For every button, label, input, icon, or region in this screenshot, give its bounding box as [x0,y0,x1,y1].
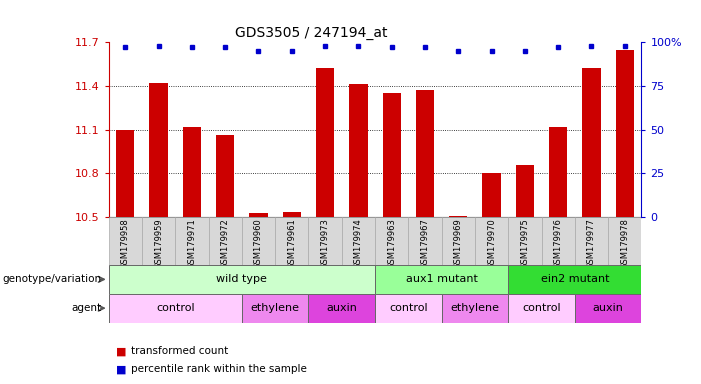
Bar [216,136,234,217]
Text: GSM179963: GSM179963 [387,218,396,269]
Bar [608,217,641,265]
Bar [516,165,534,217]
Text: GSM179975: GSM179975 [520,218,529,269]
Bar [142,217,175,265]
Bar [275,217,308,265]
Bar [375,217,409,265]
Bar [575,294,641,323]
Bar [308,294,375,323]
Bar [475,217,508,265]
Bar [149,83,168,217]
Text: GSM179973: GSM179973 [320,218,329,269]
Text: GSM179959: GSM179959 [154,218,163,269]
Text: ethylene: ethylene [451,303,499,313]
Bar [508,265,641,294]
Bar [508,294,575,323]
Bar [116,130,135,217]
Text: GSM179974: GSM179974 [354,218,363,269]
Text: ein2 mutant: ein2 mutant [540,274,609,285]
Bar [242,217,275,265]
Text: GSM179971: GSM179971 [187,218,196,269]
Text: percentile rank within the sample: percentile rank within the sample [131,364,307,374]
Bar [242,294,308,323]
Bar [542,217,575,265]
Text: aux1 mutant: aux1 mutant [406,274,477,285]
Text: auxin: auxin [326,303,358,313]
Bar [349,84,367,217]
Bar [209,217,242,265]
Bar [342,217,375,265]
Text: wild type: wild type [217,274,267,285]
Text: GSM179978: GSM179978 [620,218,629,269]
Bar [109,265,375,294]
Bar [383,93,401,217]
Text: GSM179958: GSM179958 [121,218,130,269]
Bar [283,212,301,217]
Bar [583,68,601,217]
Bar [375,294,442,323]
Text: GSM179972: GSM179972 [221,218,230,269]
Text: GSM179969: GSM179969 [454,218,463,269]
Text: ■: ■ [116,346,126,356]
Text: genotype/variation: genotype/variation [3,274,102,285]
Bar [250,213,268,217]
Text: ■: ■ [116,364,126,374]
Bar [449,216,468,217]
Text: auxin: auxin [592,303,624,313]
Bar [442,294,508,323]
Text: GSM179976: GSM179976 [554,218,563,269]
Bar [375,265,508,294]
Text: control: control [389,303,428,313]
Bar [409,217,442,265]
Text: control: control [522,303,561,313]
Text: GSM179967: GSM179967 [421,218,430,269]
Bar [442,217,475,265]
Text: control: control [156,303,195,313]
Bar [316,68,334,217]
Bar [549,127,567,217]
Bar [109,217,142,265]
Bar [575,217,608,265]
Text: GSM179977: GSM179977 [587,218,596,269]
Title: GDS3505 / 247194_at: GDS3505 / 247194_at [235,26,388,40]
Bar [615,50,634,217]
Text: GSM179960: GSM179960 [254,218,263,269]
Bar [308,217,342,265]
Text: ethylene: ethylene [251,303,299,313]
Text: agent: agent [72,303,102,313]
Text: transformed count: transformed count [131,346,229,356]
Bar [482,173,501,217]
Text: GSM179961: GSM179961 [287,218,297,269]
Bar [183,127,201,217]
Bar [175,217,209,265]
Text: GSM179970: GSM179970 [487,218,496,269]
Bar [508,217,542,265]
Bar [416,90,434,217]
Bar [109,294,242,323]
